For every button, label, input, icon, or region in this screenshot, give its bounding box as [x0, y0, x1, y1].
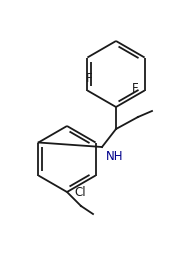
Text: NH: NH — [106, 150, 123, 163]
Text: F: F — [86, 71, 93, 84]
Text: F: F — [132, 82, 139, 95]
Text: Cl: Cl — [74, 185, 86, 198]
